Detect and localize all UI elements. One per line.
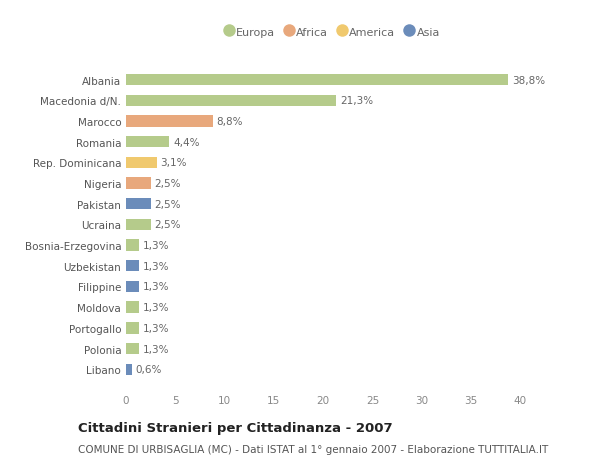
- Bar: [126, 137, 169, 148]
- Bar: [126, 364, 132, 375]
- Text: 2,5%: 2,5%: [155, 199, 181, 209]
- Legend: Europa, Africa, America, Asia: Europa, Africa, America, Asia: [221, 22, 445, 42]
- Text: 1,3%: 1,3%: [143, 241, 169, 251]
- Text: 0,6%: 0,6%: [136, 364, 162, 375]
- Bar: [126, 240, 139, 251]
- Text: 38,8%: 38,8%: [512, 75, 545, 85]
- Bar: [126, 281, 139, 292]
- Bar: [126, 219, 151, 230]
- Text: 1,3%: 1,3%: [143, 323, 169, 333]
- Text: 1,3%: 1,3%: [143, 302, 169, 313]
- Bar: [126, 199, 151, 210]
- Bar: [126, 95, 336, 106]
- Text: COMUNE DI URBISAGLIA (MC) - Dati ISTAT al 1° gennaio 2007 - Elaborazione TUTTITA: COMUNE DI URBISAGLIA (MC) - Dati ISTAT a…: [78, 444, 548, 454]
- Text: 21,3%: 21,3%: [340, 96, 373, 106]
- Bar: [126, 261, 139, 272]
- Bar: [126, 323, 139, 334]
- Text: 8,8%: 8,8%: [217, 117, 243, 127]
- Bar: [126, 343, 139, 354]
- Bar: [126, 116, 213, 127]
- Text: 1,3%: 1,3%: [143, 261, 169, 271]
- Text: 4,4%: 4,4%: [173, 137, 200, 147]
- Text: 1,3%: 1,3%: [143, 282, 169, 292]
- Text: 2,5%: 2,5%: [155, 179, 181, 189]
- Bar: [126, 302, 139, 313]
- Text: 2,5%: 2,5%: [155, 220, 181, 230]
- Text: Cittadini Stranieri per Cittadinanza - 2007: Cittadini Stranieri per Cittadinanza - 2…: [78, 421, 392, 434]
- Text: 1,3%: 1,3%: [143, 344, 169, 354]
- Bar: [126, 178, 151, 189]
- Bar: [126, 157, 157, 168]
- Text: 3,1%: 3,1%: [161, 158, 187, 168]
- Bar: [126, 75, 508, 86]
